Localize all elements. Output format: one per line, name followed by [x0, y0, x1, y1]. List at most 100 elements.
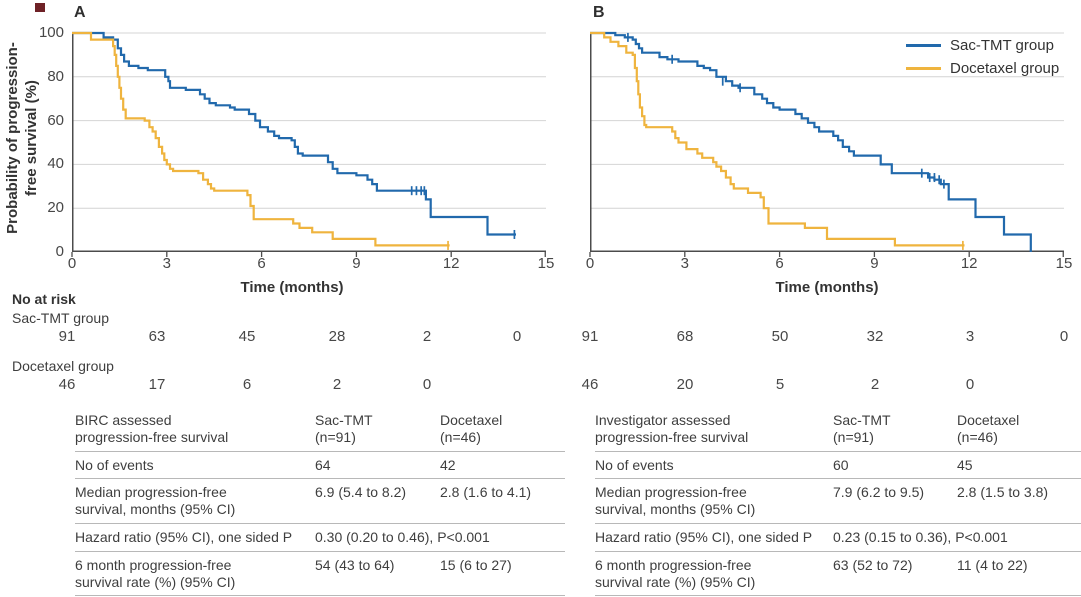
at-risk-value: 0	[512, 328, 522, 345]
at-risk-value: 28	[328, 328, 346, 345]
legend-line-docetaxel-icon	[906, 67, 941, 70]
table-row-6month-rate: 6 month progression-free survival rate (…	[595, 552, 1081, 597]
at-risk-value: 46	[581, 376, 599, 393]
y-tick-label-20: 20	[47, 199, 64, 217]
legend-label-docetaxel: Docetaxel group	[950, 60, 1060, 77]
row-label: No of events	[75, 456, 154, 473]
km-plot-panel-a	[71, 31, 546, 257]
stats-table-birc: BIRC assessed progression-free survival …	[75, 407, 565, 597]
row-label: Hazard ratio (95% CI), one sided P	[595, 528, 813, 545]
at-risk-value: 63	[148, 328, 166, 345]
at-risk-value: 0	[422, 376, 432, 393]
at-risk-value: 20	[676, 376, 694, 393]
legend-label-sac-tmt: Sac-TMT group	[950, 37, 1054, 54]
km-curve-sac-tmt-group	[590, 31, 1032, 252]
x-tick-label-a-6: 6	[257, 255, 266, 272]
km-plot-panel-b	[589, 31, 1064, 257]
table-header-row: BIRC assessed progression-free survival …	[75, 407, 565, 452]
cell-value: 7.9 (6.2 to 9.5)	[833, 484, 925, 501]
at-risk-value: 91	[581, 328, 599, 345]
cell-value: 45	[957, 456, 973, 473]
table-row-median: Median progression-free survival, months…	[75, 479, 565, 524]
stats-table-investigator: Investigator assessed progression-free s…	[595, 407, 1081, 597]
x-tick-label-a-3: 3	[162, 255, 171, 272]
table-header-label: Investigator assessed progression-free s…	[595, 412, 749, 445]
km-curve-sac-tmt-group	[72, 31, 516, 236]
y-tick-label-0: 0	[55, 243, 64, 260]
y-axis-title-line1: Probability of progression-	[4, 42, 21, 234]
at-risk-value: 2	[332, 376, 342, 393]
x-tick-label-b-0: 0	[585, 255, 595, 272]
y-tick-label-60: 60	[47, 111, 64, 129]
panel-a-letter: A	[74, 4, 86, 21]
panel-b-letter: B	[593, 4, 605, 21]
table-row-hazard-ratio: Hazard ratio (95% CI), one sided P 0.23 …	[595, 524, 1081, 552]
table-row-6month-rate: 6 month progression-free survival rate (…	[75, 552, 565, 597]
table-row-median: Median progression-free survival, months…	[595, 479, 1081, 524]
table-header-docetaxel: Docetaxel (n=46)	[957, 412, 1020, 445]
cell-value: 63 (52 to 72)	[833, 556, 913, 573]
x-tick-label-a-12: 12	[442, 255, 460, 272]
table-header-docetaxel: Docetaxel (n=46)	[440, 412, 503, 445]
cell-value: 0.30 (0.20 to 0.46), P<0.001	[315, 528, 490, 545]
y-axis-title-line2: free survival (%)	[22, 80, 40, 196]
cell-value: 64	[315, 456, 331, 473]
at-risk-value: 45	[238, 328, 256, 345]
at-risk-group-label-sac-tmt: Sac-TMT group	[12, 310, 109, 326]
row-label: No of events	[595, 456, 674, 473]
at-risk-value: 46	[58, 376, 76, 393]
y-tick-label-80: 80	[47, 67, 64, 85]
legend-item-docetaxel: Docetaxel group	[906, 57, 1059, 80]
cell-value: 6.9 (5.4 to 8.2)	[315, 484, 407, 501]
at-risk-value: 3	[965, 328, 975, 345]
cell-value: 2.8 (1.5 to 3.8)	[957, 484, 1049, 501]
x-tick-label-b-3: 3	[680, 255, 689, 272]
x-tick-label-a-0: 0	[67, 255, 77, 272]
legend-item-sac-tmt: Sac-TMT group	[906, 34, 1059, 57]
cropped-corner-mark	[35, 3, 45, 12]
at-risk-value: 2	[870, 376, 880, 393]
x-tick-label-a-15: 15	[537, 255, 555, 272]
table-header-sac-tmt: Sac-TMT (n=91)	[833, 412, 891, 445]
x-tick-label-b-6: 6	[775, 255, 784, 272]
table-header-row: Investigator assessed progression-free s…	[595, 407, 1081, 452]
x-axis-title-panel-b: Time (months)	[775, 279, 879, 296]
row-label: 6 month progression-free survival rate (…	[75, 556, 236, 590]
no-at-risk-title: No at risk	[12, 291, 76, 307]
x-tick-label-b-12: 12	[960, 255, 978, 272]
at-risk-group-label-docetaxel: Docetaxel group	[12, 358, 114, 374]
cell-value: 11 (4 to 22)	[957, 556, 1028, 573]
row-label: 6 month progression-free survival rate (…	[595, 556, 756, 590]
at-risk-value: 50	[771, 328, 789, 345]
km-curve-docetaxel-group	[72, 31, 450, 247]
x-tick-label-b-15: 15	[1055, 255, 1073, 272]
at-risk-value: 17	[148, 376, 166, 393]
table-row-events: No of events 60 45	[595, 452, 1081, 480]
table-row-hazard-ratio: Hazard ratio (95% CI), one sided P 0.30 …	[75, 524, 565, 552]
legend-line-sac-tmt-icon	[906, 44, 941, 47]
at-risk-value: 91	[58, 328, 76, 345]
at-risk-value: 68	[676, 328, 694, 345]
cell-value: 60	[833, 456, 849, 473]
table-header-sac-tmt: Sac-TMT (n=91)	[315, 412, 373, 445]
x-axis-title-panel-a: Time (months)	[240, 279, 344, 296]
table-header-label: BIRC assessed progression-free survival	[75, 412, 229, 445]
cell-value: 54 (43 to 64)	[315, 556, 395, 573]
at-risk-value: 0	[1059, 328, 1069, 345]
x-tick-label-b-9: 9	[870, 255, 879, 272]
cell-value: 0.23 (0.15 to 0.36), P<0.001	[833, 528, 1008, 545]
at-risk-value: 0	[965, 376, 975, 393]
cell-value: 15 (6 to 27)	[440, 556, 512, 573]
row-label: Median progression-free survival, months…	[595, 484, 756, 518]
at-risk-value: 32	[866, 328, 884, 345]
row-label: Median progression-free survival, months…	[75, 484, 236, 518]
table-row-events: No of events 64 42	[75, 452, 565, 480]
cell-value: 2.8 (1.6 to 4.1)	[440, 484, 532, 501]
at-risk-value: 2	[422, 328, 432, 345]
cell-value: 42	[440, 456, 456, 473]
at-risk-value: 6	[242, 376, 252, 393]
at-risk-value: 5	[775, 376, 785, 393]
row-label: Hazard ratio (95% CI), one sided P	[75, 528, 293, 545]
legend: Sac-TMT group Docetaxel group	[906, 34, 1059, 80]
